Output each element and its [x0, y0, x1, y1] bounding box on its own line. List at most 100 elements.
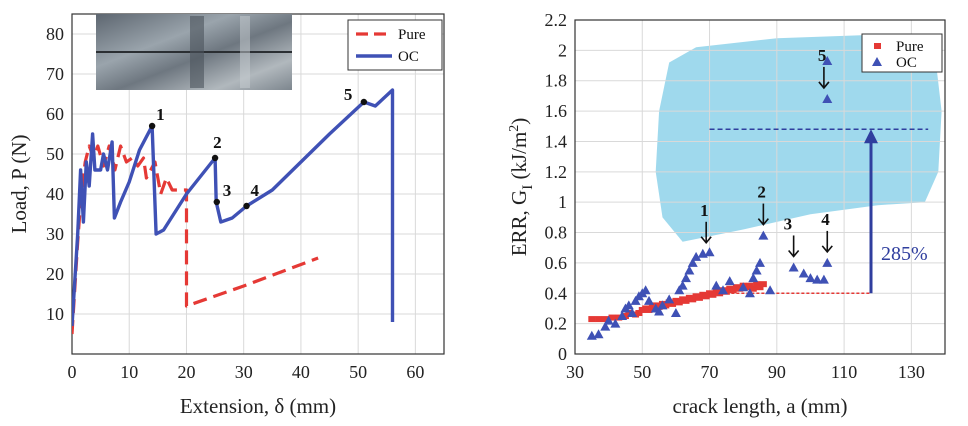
left-x-tick-label: 20 [177, 362, 195, 382]
oc-data-point [748, 273, 759, 283]
oc-data-point [617, 311, 628, 321]
oc-data-point [630, 295, 641, 305]
right-points-group [586, 55, 833, 340]
left-legend-box [347, 19, 443, 71]
pure-data-point [746, 282, 754, 289]
right-y-tick-label: 0.4 [545, 283, 568, 303]
oc-data-point [755, 257, 765, 267]
oc-data-point [684, 265, 695, 275]
left-y-tick-label: 70 [46, 64, 64, 84]
improvement-percentage: 285% [881, 243, 928, 265]
right-annotation-arrowhead [821, 245, 833, 254]
oc-data-point [664, 294, 675, 304]
right-annotation-label: 3 [784, 214, 793, 233]
oc-data-point [788, 262, 799, 272]
oc-data-point [724, 276, 735, 286]
right-y-tick-label: 0 [558, 344, 567, 364]
left-annotation-point [360, 98, 368, 106]
left-annotation-label: 4 [251, 181, 260, 200]
right-y-tick-label: 2.2 [545, 10, 568, 30]
oc-data-point [681, 273, 691, 283]
oc-data-point [738, 282, 749, 292]
right-legend-marker-pure [874, 43, 881, 49]
left-annotation-point [211, 154, 219, 162]
left-legend-label-oc: OC [398, 49, 419, 65]
left-y-tick-label: 60 [46, 104, 64, 124]
right-y-axis-label: ERR, GI (kJ/m2) [507, 118, 536, 257]
right-y-tick-label: 1 [558, 192, 567, 212]
left-y-tick-label: 50 [46, 144, 64, 164]
oc-data-point [718, 285, 728, 295]
right-annotation-arrowhead [700, 236, 712, 245]
left-y-tick-label: 20 [46, 264, 64, 284]
left-series-group [72, 88, 395, 335]
oc-series-line [72, 88, 395, 327]
right-annotation-label: 4 [821, 210, 830, 229]
oc-data-point [744, 288, 755, 298]
right-x-tick-label: 50 [633, 362, 651, 382]
oc-data-point [600, 321, 611, 331]
left-x-tick-label: 30 [235, 362, 253, 382]
right-y-tick-label: 2 [558, 40, 567, 60]
left-y-tick-label: 10 [46, 304, 64, 324]
oc-data-point [677, 280, 688, 290]
oc-data-point [670, 308, 681, 318]
right-y-tick-label: 0.8 [545, 223, 568, 243]
right-y-tick-label: 1.4 [545, 131, 568, 151]
right-y-axis-label-unit: (kJ/m [507, 132, 531, 185]
right-y-tick-label: 0.6 [545, 253, 568, 273]
specimen-photo-band [190, 16, 204, 88]
oc-data-point [623, 300, 634, 310]
specimen-photo [96, 14, 292, 90]
left-x-tick-label: 0 [68, 362, 77, 382]
pure-data-point [729, 287, 737, 294]
pure-data-point [749, 285, 757, 292]
right-legend-label-pure: Pure [896, 39, 924, 55]
pure-data-point [756, 284, 764, 291]
left-annotation-label: 3 [223, 181, 232, 200]
pure-data-point [645, 306, 653, 313]
oc-data-point [644, 295, 654, 305]
pure-data-point [662, 302, 670, 309]
oc-data-point [704, 247, 715, 257]
pure-data-point [601, 316, 609, 323]
oc-data-point [627, 308, 638, 318]
oc-data-point [603, 315, 614, 325]
pure-data-point [682, 297, 690, 304]
left-legend-label-pure: Pure [398, 27, 426, 43]
oc-data-point [654, 306, 665, 316]
pure-data-point [709, 291, 717, 298]
right-x-axis-label: crack length, a (mm) [673, 394, 848, 418]
oc-data-point [610, 318, 621, 328]
oc-data-point [822, 93, 833, 103]
right-x-tick-label: 110 [831, 362, 857, 382]
left-annotation-point [213, 198, 220, 206]
oc-data-point [818, 274, 829, 284]
oc-data-point [711, 280, 722, 290]
pure-data-point [625, 310, 633, 317]
oc-data-point [691, 251, 702, 261]
left-x-tick-label: 50 [349, 362, 367, 382]
oc-data-point [758, 230, 769, 240]
left-y-axis-label: Load, P (N) [7, 135, 31, 234]
left-annotation-label: 1 [156, 105, 165, 124]
right-legend-label-oc: OC [896, 55, 917, 71]
right-y-tick-label: 1.8 [545, 71, 568, 91]
right-y-axis-label-sup: 2 [507, 125, 522, 132]
left-x-axis-label: Extension, δ (mm) [180, 394, 336, 418]
right-x-tick-label: 70 [701, 362, 719, 382]
pure-data-point [695, 294, 703, 301]
improvement-arrow-head [864, 129, 878, 144]
right-y-axis-label-sub: I [520, 185, 536, 190]
left-y-tick-label: 30 [46, 224, 64, 244]
oc-data-point [687, 257, 698, 267]
left-annotation-label: 5 [344, 85, 353, 104]
right-y-axis-label-close: ) [507, 118, 531, 125]
right-annotation-label: 2 [757, 183, 766, 202]
left-x-tick-label: 10 [120, 362, 138, 382]
right-x-tick-label: 90 [768, 362, 786, 382]
right-annotation-arrowhead [757, 218, 769, 226]
pure-data-point [621, 313, 629, 320]
oc-data-point [822, 55, 833, 65]
